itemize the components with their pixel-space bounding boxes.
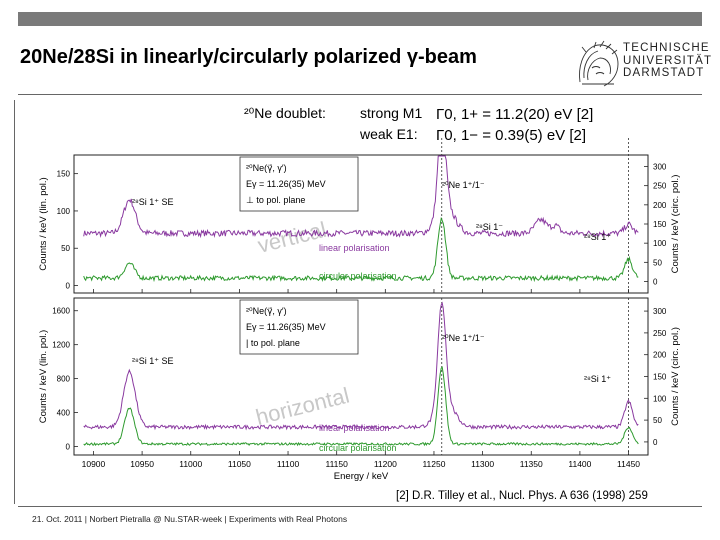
peak-annotation: ²⁸Si 1⁺ SE bbox=[132, 197, 174, 207]
y-axis-right-label: Counts / keV (circ. pol.) bbox=[670, 175, 681, 274]
x-tick-label: 10900 bbox=[82, 459, 106, 469]
logo-line-1: TECHNISCHE bbox=[623, 42, 710, 54]
strong-label: strong M1 bbox=[360, 105, 422, 121]
series-line-linear bbox=[83, 155, 639, 239]
footer-divider bbox=[18, 506, 702, 507]
title-bar bbox=[18, 12, 702, 26]
y-tick-label: 0 bbox=[66, 443, 71, 452]
x-tick-label: 11400 bbox=[568, 459, 591, 469]
series-line-circular bbox=[83, 366, 639, 447]
logo-text: TECHNISCHE UNIVERSITÄT DARMSTADT bbox=[623, 42, 712, 80]
info-box bbox=[239, 299, 359, 355]
y-tick-label: 400 bbox=[57, 409, 71, 418]
info-box-line: | to pol. plane bbox=[246, 338, 300, 348]
slide-title: 20Ne/28Si in linearly/circularly polariz… bbox=[20, 46, 477, 68]
y-tick-label: 50 bbox=[61, 244, 70, 253]
series-line-linear bbox=[83, 301, 639, 431]
y-tick-label: 1200 bbox=[52, 341, 70, 350]
peak-annotation: ²⁰Ne 1⁺/1⁻ bbox=[442, 180, 485, 190]
x-tick-label: 11100 bbox=[277, 459, 300, 469]
info-box-line: Eγ = 11.26(35) MeV bbox=[246, 322, 326, 332]
y-tick-right-label: 250 bbox=[653, 182, 667, 191]
y-tick-right-label: 100 bbox=[653, 239, 667, 248]
y-axis-right-label: Counts / keV (circ. pol.) bbox=[670, 327, 681, 426]
y-tick-label: 1600 bbox=[52, 307, 70, 316]
x-tick-label: 11250 bbox=[422, 459, 445, 469]
series-label: linear polarisation bbox=[319, 243, 390, 253]
y-tick-right-label: 50 bbox=[653, 416, 662, 425]
logo-line-3: DARMSTADT bbox=[623, 67, 705, 79]
info-box-line: ⊥ to pol. plane bbox=[246, 195, 305, 205]
logo-line-2: UNIVERSITÄT bbox=[623, 54, 713, 67]
y-tick-right-label: 50 bbox=[653, 258, 662, 267]
x-tick-label: 11350 bbox=[520, 459, 543, 469]
y-tick-label: 800 bbox=[57, 375, 71, 384]
x-tick-label: 11300 bbox=[471, 459, 494, 469]
reference: [2] D.R. Tilley et al., Nucl. Phys. A 63… bbox=[396, 490, 648, 502]
y-tick-right-label: 100 bbox=[653, 394, 667, 403]
x-tick-label: 11150 bbox=[325, 459, 348, 469]
y-tick-right-label: 150 bbox=[653, 220, 667, 229]
info-box-line: ²⁰Ne(γ⃗, γ′) bbox=[246, 163, 287, 173]
peak-annotation: ²⁸Si 1⁺ bbox=[584, 374, 611, 384]
y-tick-right-label: 200 bbox=[653, 201, 667, 210]
x-tick-label: 11450 bbox=[617, 459, 640, 469]
series-label: circular polarisation bbox=[319, 271, 397, 281]
info-box-line: ²⁰Ne(γ⃗, γ′) bbox=[246, 306, 287, 316]
y-tick-label: 0 bbox=[66, 282, 71, 291]
x-tick-label: 11050 bbox=[228, 459, 251, 469]
y-tick-right-label: 0 bbox=[653, 438, 658, 447]
x-tick-label: 10950 bbox=[130, 459, 154, 469]
x-tick-label: 11200 bbox=[374, 459, 397, 469]
y-axis-label: Counts / keV (lin. pol.) bbox=[38, 177, 49, 270]
x-tick-label: 11000 bbox=[179, 459, 202, 469]
y-tick-right-label: 250 bbox=[653, 329, 667, 338]
y-tick-right-label: 300 bbox=[653, 163, 667, 172]
y-tick-right-label: 200 bbox=[653, 351, 667, 360]
series-line-circular bbox=[83, 216, 639, 283]
peak-annotation: ²⁰Ne 1⁺/1⁻ bbox=[442, 333, 485, 343]
series-label: circular polarisation bbox=[319, 443, 397, 453]
strong-equation: Γ0, 1+ = 11.2(20) eV [2] bbox=[436, 106, 593, 123]
weak-equation: Γ0, 1− = 0.39(5) eV [2] bbox=[436, 127, 586, 144]
x-axis-label: Energy / keV bbox=[334, 471, 389, 482]
polarization-note: vertical bbox=[255, 217, 329, 258]
y-tick-right-label: 300 bbox=[653, 307, 667, 316]
footer: 21. Oct. 2011 | Norbert Pietralla @ Nu.S… bbox=[32, 514, 348, 524]
y-tick-label: 100 bbox=[57, 207, 71, 216]
left-border bbox=[14, 100, 15, 504]
peak-annotation: ²⁸Si 1⁺ bbox=[584, 232, 611, 242]
y-tick-right-label: 0 bbox=[653, 278, 658, 287]
peak-annotation: ²⁸Si 1⁻ bbox=[476, 222, 503, 232]
y-axis-label: Counts / keV (lin. pol.) bbox=[38, 330, 49, 423]
info-box bbox=[239, 156, 359, 212]
series-label: linear polarisation bbox=[319, 423, 390, 433]
university-logo-icon bbox=[579, 40, 619, 87]
doublet-label: ²⁰Ne doublet: bbox=[244, 105, 326, 121]
y-tick-label: 150 bbox=[57, 170, 71, 179]
info-box-line: Eγ = 11.26(35) MeV bbox=[246, 179, 326, 189]
peak-annotation: ²⁸Si 1⁺ SE bbox=[132, 356, 174, 366]
weak-label: weak E1: bbox=[359, 126, 418, 142]
header-divider bbox=[18, 94, 702, 95]
y-tick-right-label: 150 bbox=[653, 373, 667, 382]
